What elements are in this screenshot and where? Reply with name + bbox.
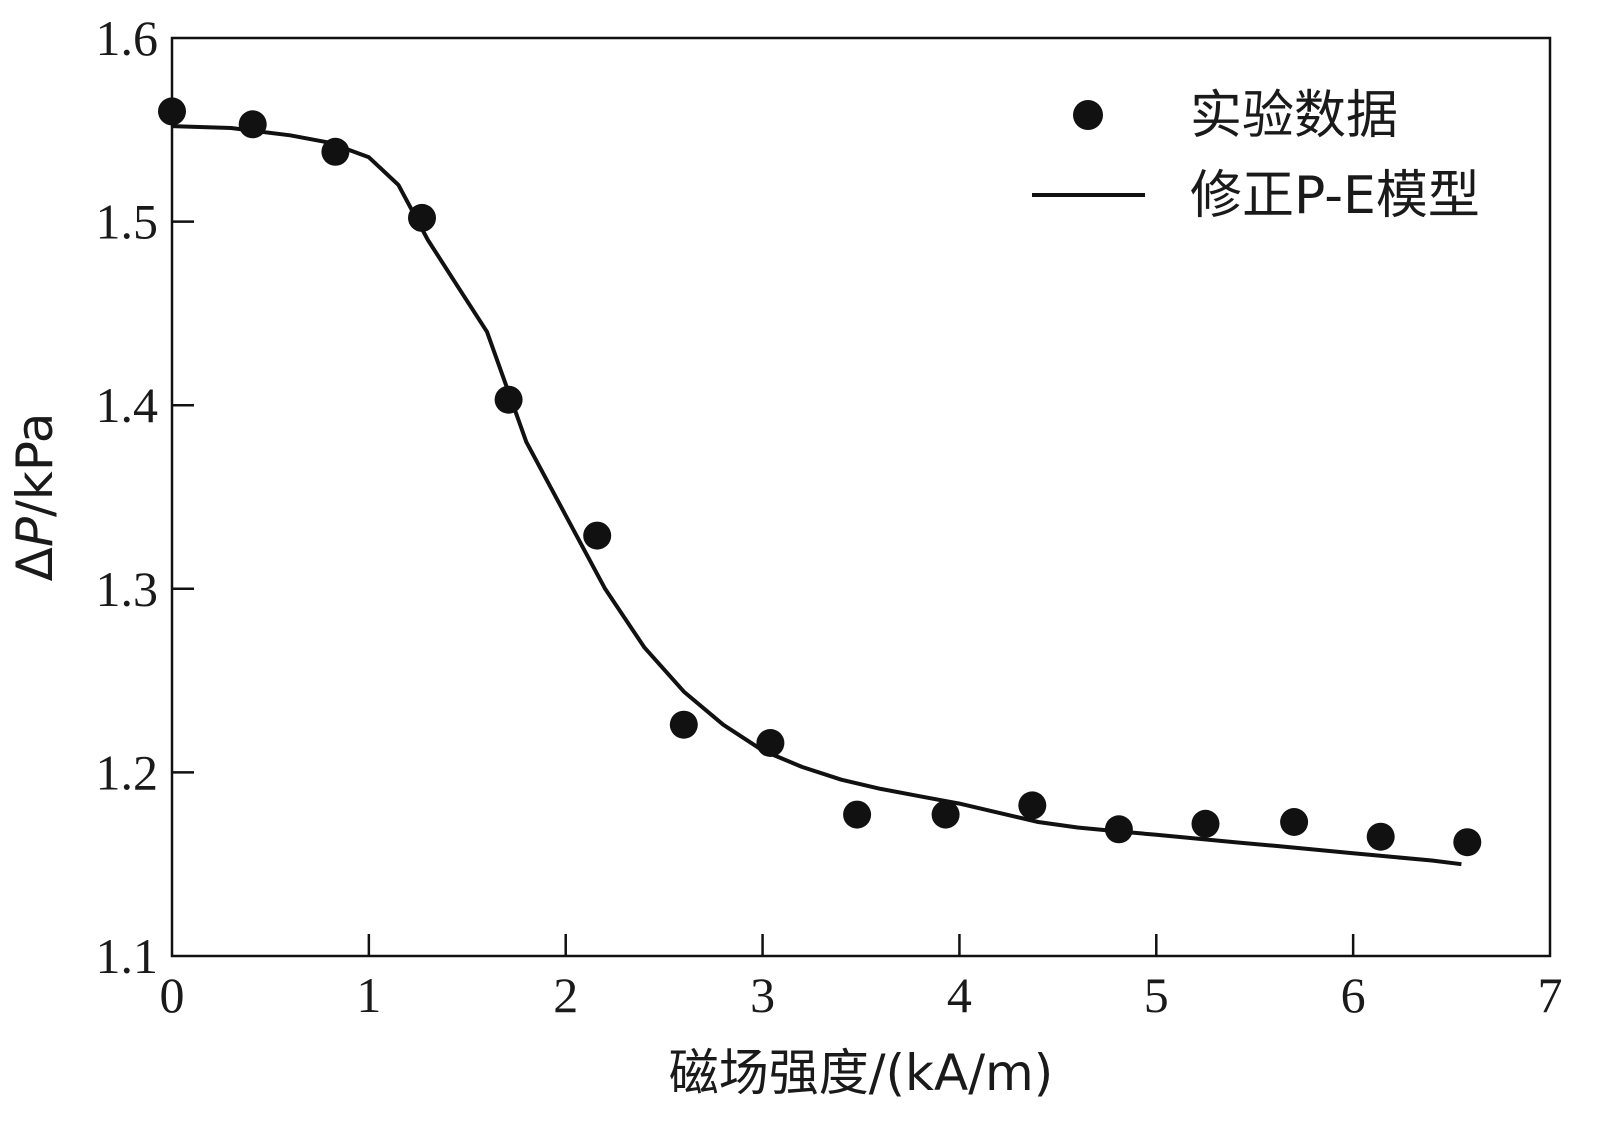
y-axis-ticks: 1.1 1.2 1.3 1.4 1.5 1.6 bbox=[96, 10, 194, 984]
x-tick-label: 5 bbox=[1144, 967, 1169, 1023]
y-axis-label-unit: /kPa bbox=[6, 413, 64, 517]
experiment-point bbox=[238, 110, 267, 139]
experiment-point bbox=[1366, 822, 1395, 851]
experiment-point bbox=[1018, 791, 1047, 820]
plot-area-frame bbox=[170, 36, 1552, 958]
experiment-point bbox=[408, 203, 436, 232]
experiment-point bbox=[1104, 815, 1133, 844]
legend-label-line: 修正P-E模型 bbox=[1190, 166, 1480, 226]
y-tick-label: 1.2 bbox=[96, 744, 159, 800]
x-axis-ticks: 0 1 2 3 4 5 6 7 bbox=[160, 934, 1563, 1023]
series-layer bbox=[158, 97, 1482, 867]
x-tick-label: 3 bbox=[750, 967, 775, 1023]
y-axis-label: ΔP/kPa bbox=[6, 413, 64, 582]
x-tick-label: 4 bbox=[947, 967, 972, 1023]
experiment-point bbox=[1453, 828, 1482, 857]
experiment-point bbox=[494, 385, 523, 414]
experiment-point bbox=[158, 97, 186, 126]
legend: 实验数据 修正P-E模型 bbox=[1032, 86, 1480, 226]
legend-marker-scatter bbox=[1073, 100, 1103, 130]
y-tick-label: 1.5 bbox=[96, 194, 159, 250]
y-tick-label: 1.3 bbox=[96, 561, 159, 617]
experiment-point bbox=[843, 800, 872, 829]
experiment-point bbox=[583, 521, 612, 550]
experiment-point bbox=[1191, 809, 1220, 838]
y-axis-label-delta: Δ bbox=[6, 547, 64, 581]
experiment-point bbox=[321, 137, 350, 166]
y-tick-label: 1.4 bbox=[96, 377, 159, 433]
x-tick-label: 7 bbox=[1538, 967, 1563, 1023]
experiment-point bbox=[669, 710, 698, 739]
x-axis-label: 磁场强度/(kA/m) bbox=[669, 1044, 1054, 1102]
x-tick-label: 0 bbox=[160, 967, 185, 1023]
x-tick-label: 6 bbox=[1341, 967, 1366, 1023]
y-tick-label: 1.6 bbox=[96, 10, 159, 66]
y-axis-label-symbol: P bbox=[6, 516, 64, 547]
experiment-point bbox=[756, 729, 785, 757]
x-tick-label: 2 bbox=[553, 967, 578, 1023]
y-tick-label: 1.1 bbox=[96, 928, 159, 984]
model-curve bbox=[171, 124, 1462, 867]
x-tick-label: 1 bbox=[356, 967, 381, 1023]
legend-label-scatter: 实验数据 bbox=[1190, 86, 1398, 146]
experiment-point bbox=[931, 800, 960, 829]
experiment-point bbox=[1280, 808, 1309, 836]
